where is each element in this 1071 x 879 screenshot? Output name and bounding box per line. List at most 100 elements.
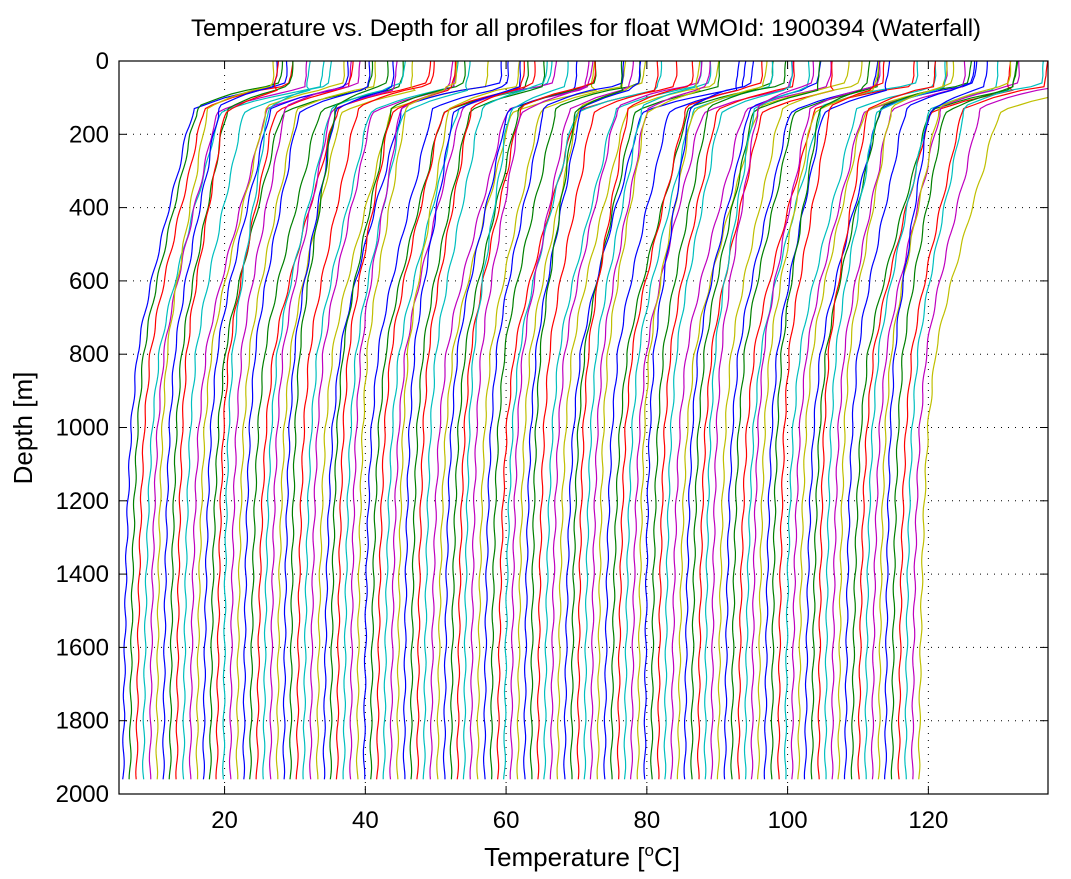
y-tick-label: 1000 <box>56 415 109 442</box>
x-axis-label-superscript: o <box>644 841 653 860</box>
temperature-profile-line <box>910 87 1048 780</box>
temperature-profile-line <box>268 61 398 780</box>
temperature-profile-line <box>215 61 354 780</box>
x-tick-label: 60 <box>493 807 520 834</box>
temperature-profile-line <box>429 61 594 780</box>
temperature-profile-line <box>823 61 947 780</box>
temperature-profile-line <box>630 61 794 780</box>
temperature-profile-line <box>202 61 349 780</box>
temperature-profile-line <box>770 61 871 780</box>
temperature-profile-line <box>730 61 881 780</box>
temperature-profile-line <box>670 61 832 780</box>
temperature-profile-line <box>589 61 711 780</box>
temperature-profile-line <box>309 61 458 780</box>
temperature-profile-line <box>797 61 948 780</box>
temperature-profile-line <box>616 61 764 780</box>
temperature-profile-line <box>576 61 694 780</box>
x-tick-label: 20 <box>211 807 238 834</box>
temperature-profile-line <box>570 61 721 780</box>
temperature-profile-line <box>549 61 703 780</box>
chart-title: Temperature vs. Depth for all profiles f… <box>191 15 981 42</box>
temperature-profile-line <box>543 61 702 780</box>
temperature-profile-line <box>335 61 456 780</box>
y-tick-label: 2000 <box>56 781 109 808</box>
temperature-profile-line <box>810 61 972 780</box>
axes: 20 40 60 80 100 12002004006008001000120014001… <box>56 48 1049 834</box>
y-axis-label: Depth [m] <box>8 372 38 485</box>
temperature-profile-line <box>462 61 569 780</box>
temperature-profile-line <box>128 61 284 780</box>
x-axis-label-main: Temperature [ <box>484 842 645 872</box>
temperature-profile-line <box>884 61 988 780</box>
y-tick-label: 1600 <box>56 634 109 661</box>
temperature-profile-line <box>877 61 1012 780</box>
temperature-profile-line <box>295 61 435 780</box>
temperature-profile-line <box>596 61 701 780</box>
temperature-profile-line <box>556 61 720 780</box>
temperature-profile-line <box>777 61 885 780</box>
temperature-profile-line <box>168 61 294 780</box>
temperature-profile-line <box>716 61 863 780</box>
temperature-profile-line <box>476 61 627 780</box>
temperature-profile-line <box>650 61 787 780</box>
temperature-profile-line <box>122 61 278 780</box>
temperature-profile-line <box>563 61 747 780</box>
temperature-profile-line <box>757 61 879 780</box>
temperature-profile-line <box>249 61 404 780</box>
temperature-profile-line <box>763 61 891 780</box>
temperature-profile-line <box>155 61 275 780</box>
temperature-profile-line <box>697 61 835 780</box>
temperature-profile-line <box>242 61 371 780</box>
temperature-profile-line <box>469 61 590 780</box>
temperature-profile-line <box>643 61 755 780</box>
temperature-profile-line <box>656 61 795 780</box>
temperature-profile-line <box>737 61 915 780</box>
temperature-profile-line <box>369 61 529 780</box>
temperature-profile-line <box>329 61 466 780</box>
temperature-profile-line <box>162 61 288 780</box>
temperature-profile-line <box>389 61 558 780</box>
temperature-profile-line <box>449 61 597 780</box>
temperature-profile-line <box>830 61 966 780</box>
y-tick-label: 400 <box>69 195 109 222</box>
x-tick-label: 100 <box>768 807 808 834</box>
temperature-profile-line <box>148 61 308 780</box>
temperature-profile-line <box>803 61 978 780</box>
temperature-profile-line <box>750 61 881 780</box>
temperature-profile-line <box>864 61 999 780</box>
temperature-profile-line <box>690 61 821 780</box>
temperature-profile-line <box>349 61 454 780</box>
temperature-profile-line <box>723 61 879 780</box>
temperature-profile-line <box>315 61 489 780</box>
temperature-profile-line <box>523 61 642 780</box>
temperature-profile-line <box>416 61 536 780</box>
temperature-profile-line <box>376 61 526 780</box>
temperature-profile-line <box>850 61 1019 780</box>
temperature-profile-line <box>897 61 1048 780</box>
y-tick-label: 0 <box>96 48 109 75</box>
y-tick-label: 800 <box>69 341 109 368</box>
temperature-profile-line <box>710 61 815 780</box>
temperature-profile-line <box>843 61 976 780</box>
temperature-profile-line <box>583 61 712 780</box>
temperature-profile-line <box>703 61 811 780</box>
temperature-profile-line <box>175 61 279 780</box>
temperature-profile-line <box>228 61 361 780</box>
temperature-profile-line <box>529 61 624 780</box>
temperature-profile-line <box>870 61 1020 780</box>
temperature-profile-line <box>509 61 634 780</box>
temperature-profile-line <box>663 61 793 780</box>
temperature-profile-line <box>837 61 955 780</box>
temperature-profile-line <box>784 61 937 780</box>
temperature-profile-line <box>623 61 774 780</box>
temperature-profile-line <box>141 61 325 780</box>
temperature-profile-line <box>743 61 919 780</box>
temperature-profile-line <box>362 61 510 780</box>
temperature-profile-line <box>289 61 389 780</box>
temperature-profile-line <box>409 61 546 780</box>
temperature-profile-line <box>442 61 578 780</box>
temperature-profile-line <box>396 61 521 780</box>
temperature-profile-line <box>676 61 850 780</box>
x-tick-label: 120 <box>908 807 948 834</box>
